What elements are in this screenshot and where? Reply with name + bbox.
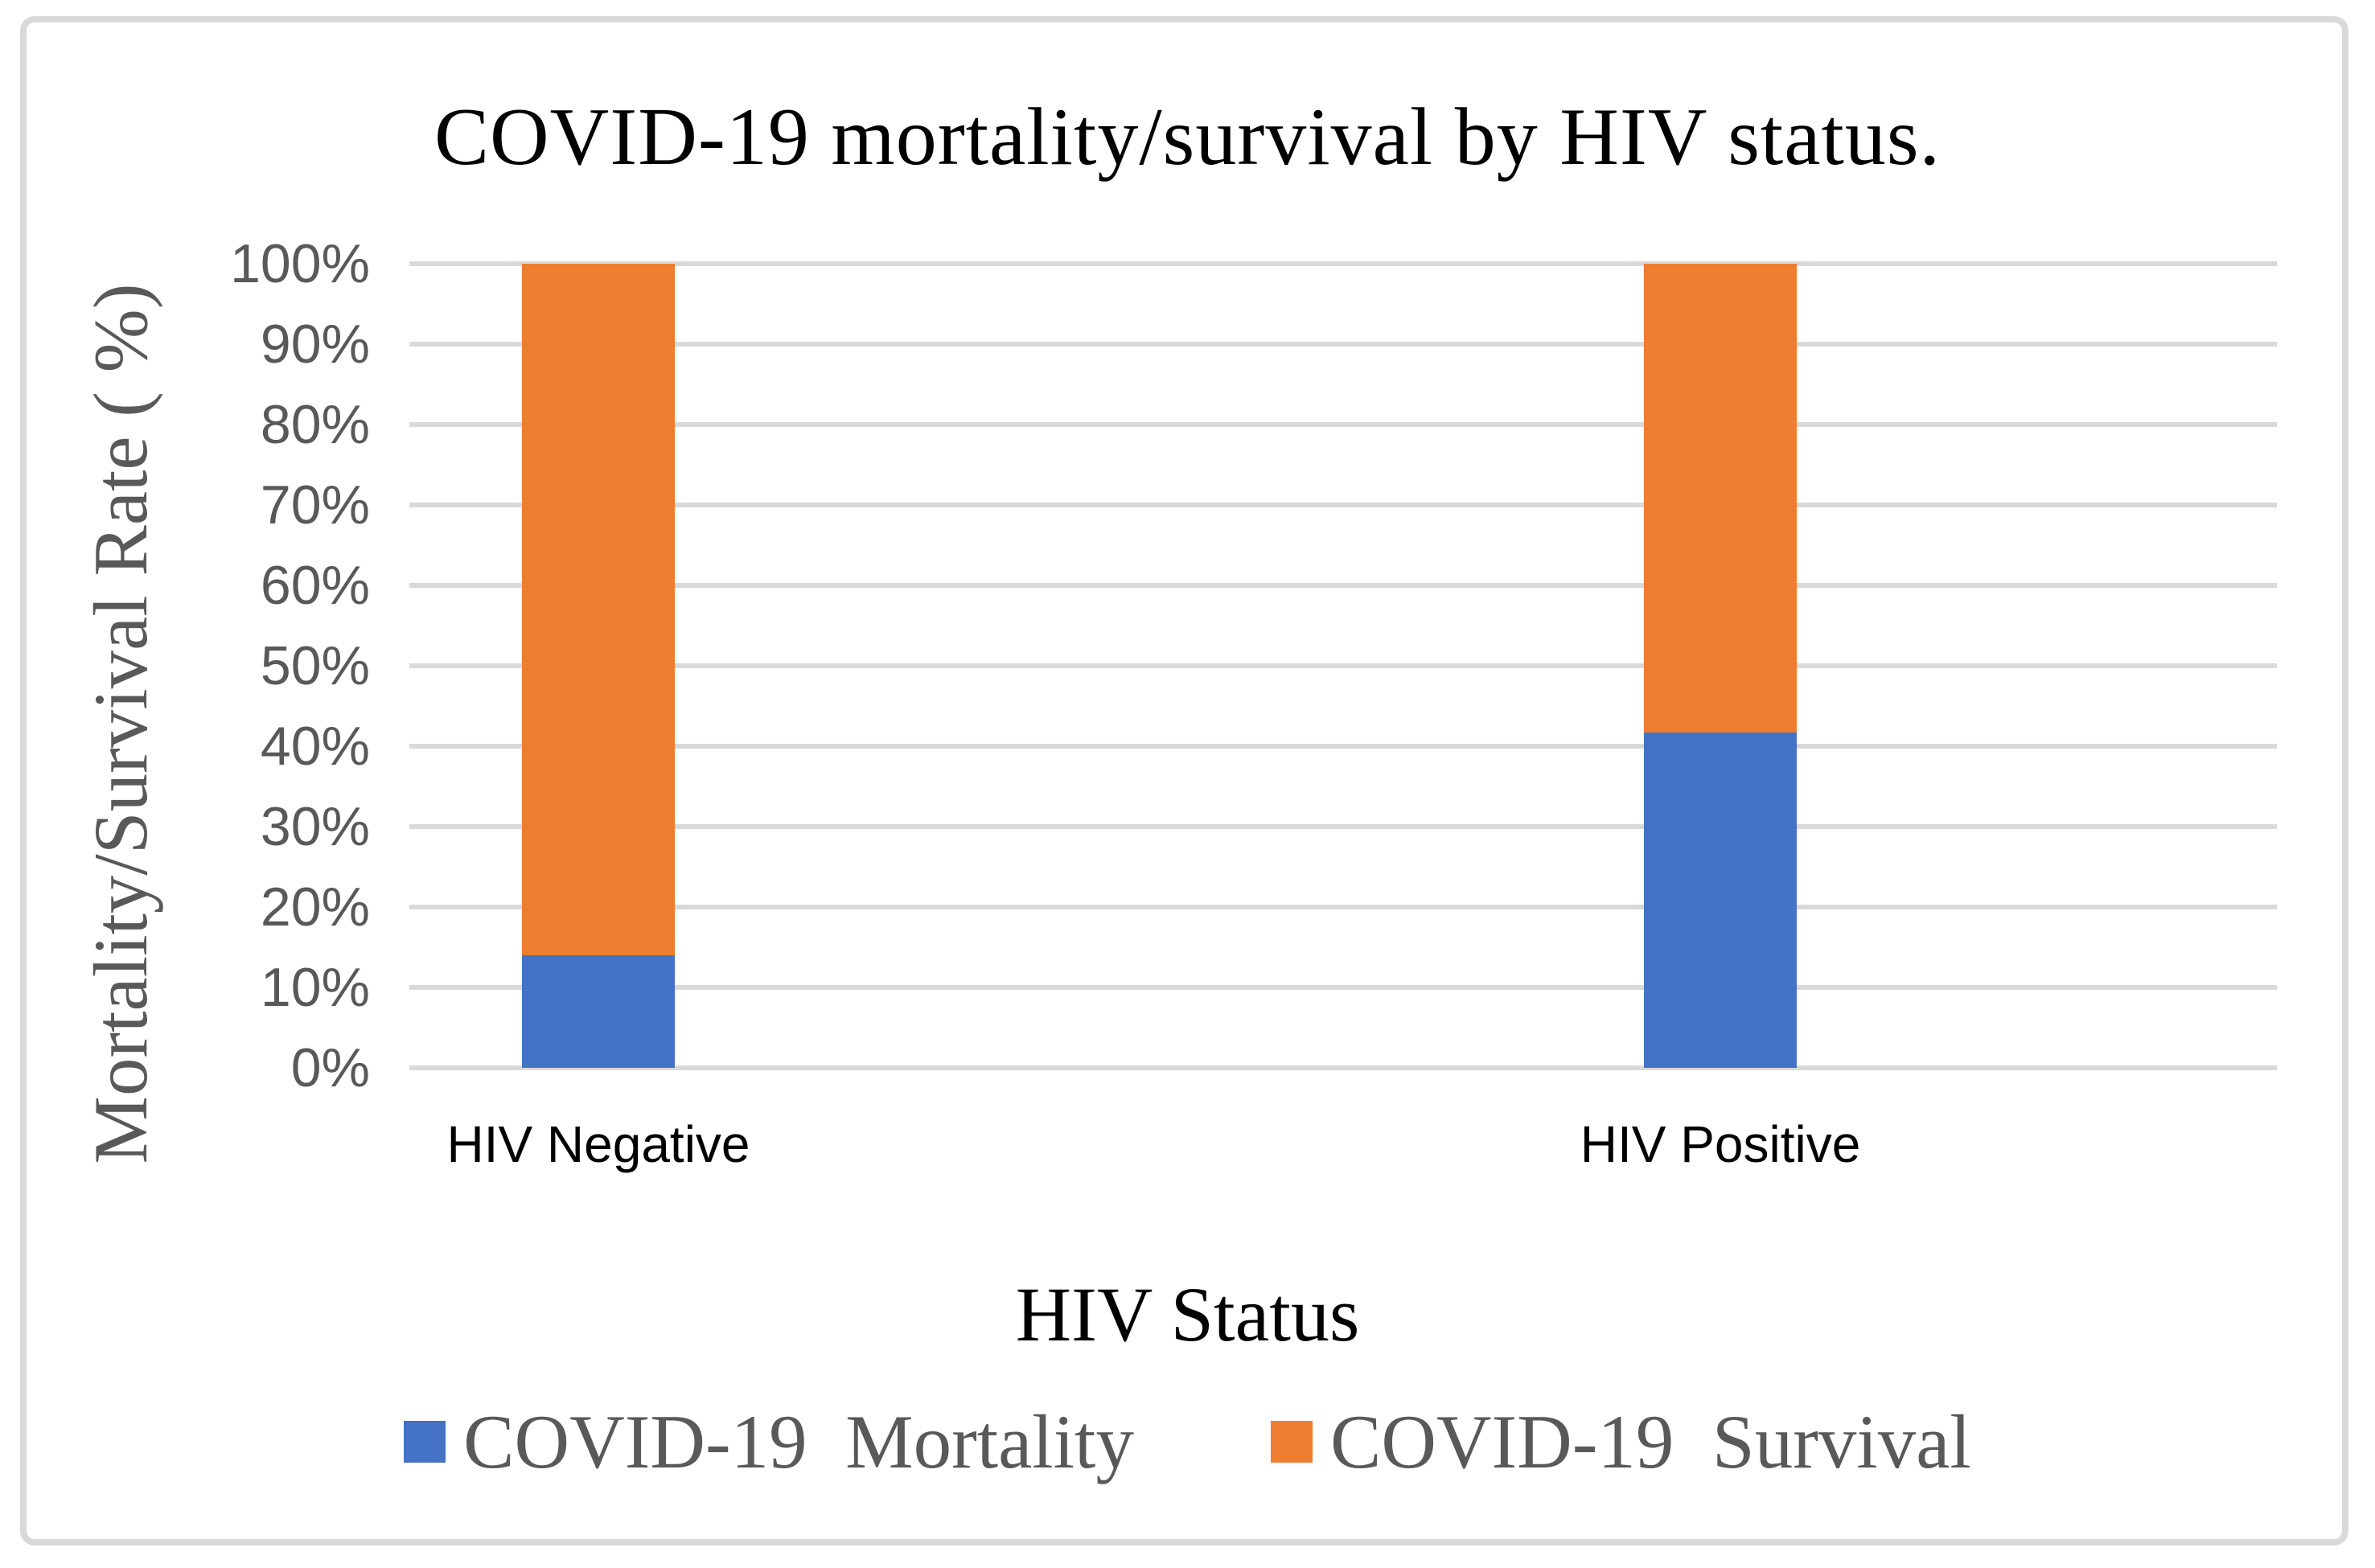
ytick-label-20%: 20% [260, 876, 370, 938]
legend-label: COVID-19 Mortality [463, 1399, 1134, 1484]
bar-segment-covid-19-survival [521, 264, 675, 955]
ytick-label-40%: 40% [260, 716, 370, 777]
gridline-20% [409, 905, 2277, 909]
ytick-label-0%: 0% [290, 1037, 370, 1098]
bar-hiv-negative [521, 264, 675, 1068]
ytick-label-50%: 50% [260, 635, 370, 696]
ytick-label-30%: 30% [260, 796, 370, 857]
gridline-30% [409, 824, 2277, 829]
category-label-hiv-positive: HIV Positive [1580, 1115, 1861, 1173]
chart-legend: COVID-19 Mortality COVID-19 Survival [0, 1398, 2375, 1486]
legend-item-covid-19-mortality: COVID-19 Mortality [404, 1398, 1134, 1486]
gridline-80% [409, 422, 2277, 427]
chart-title: COVID-19 mortality/survival by HIV statu… [433, 92, 1942, 183]
gridline-90% [409, 342, 2277, 347]
x-axis-title: HIV Status [1015, 1271, 1360, 1357]
ytick-label-60%: 60% [260, 555, 370, 616]
bar-segment-covid-19-mortality [1644, 733, 1798, 1068]
ytick-label-70%: 70% [260, 474, 370, 536]
y-axis-tick-labels: 0% 10% 20% 30% 40% 50% 60% 70% 80% 90% 100% [0, 236, 370, 1095]
gridline-50% [409, 663, 2277, 668]
bar-hiv-positive [1644, 264, 1798, 1068]
bar-segment-covid-19-survival [1644, 264, 1798, 733]
figure-border [20, 16, 2348, 1545]
gridline-10% [409, 985, 2277, 990]
bar-segment-covid-19-mortality [521, 955, 675, 1068]
legend-item-covid-19-survival: COVID-19 Survival [1270, 1398, 1971, 1486]
category-label-hiv-negative: HIV Negative [446, 1115, 750, 1173]
gridline-40% [409, 744, 2277, 749]
ytick-label-100%: 100% [230, 233, 370, 294]
legend-label: COVID-19 Survival [1329, 1399, 1971, 1484]
gridline-70% [409, 503, 2277, 507]
gridline-0% [409, 1065, 2277, 1070]
ytick-label-80%: 80% [260, 394, 370, 455]
gridline-60% [409, 583, 2277, 588]
plot-area [409, 261, 2277, 1070]
ytick-label-90%: 90% [260, 314, 370, 375]
ytick-label-10%: 10% [260, 957, 370, 1018]
x-axis-category-labels: HIV Negative HIV Positive [409, 1116, 2277, 1180]
legend-swatch-icon [1270, 1421, 1313, 1463]
gridline-100% [409, 261, 2277, 266]
legend-swatch-icon [404, 1421, 446, 1463]
